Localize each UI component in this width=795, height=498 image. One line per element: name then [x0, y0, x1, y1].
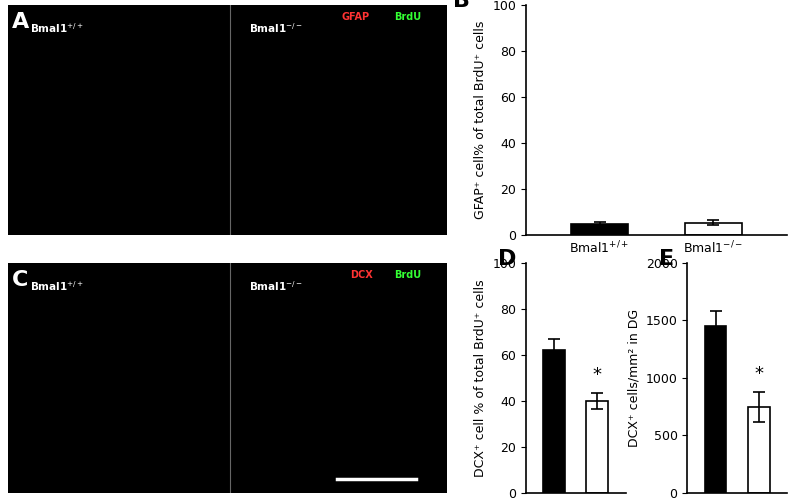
- Text: Bmal1$^{-/-}$: Bmal1$^{-/-}$: [250, 279, 304, 293]
- Text: E: E: [659, 249, 674, 269]
- Text: GFAP: GFAP: [342, 12, 370, 22]
- Bar: [587, 401, 608, 493]
- Bar: [543, 350, 564, 493]
- Bar: [684, 223, 742, 235]
- Text: A: A: [13, 12, 29, 32]
- Text: BrdU: BrdU: [394, 12, 421, 22]
- Text: Bmal1$^{+/+}$: Bmal1$^{+/+}$: [30, 279, 83, 293]
- Bar: [572, 224, 628, 235]
- Text: B: B: [452, 0, 470, 11]
- Bar: [748, 407, 770, 493]
- Text: DCX: DCX: [351, 270, 373, 280]
- Y-axis label: GFAP⁺ cell% of total BrdU⁺ cells: GFAP⁺ cell% of total BrdU⁺ cells: [474, 21, 487, 219]
- Text: D: D: [498, 249, 516, 269]
- Text: C: C: [13, 270, 29, 290]
- Bar: [704, 326, 727, 493]
- Text: *: *: [754, 365, 763, 382]
- Y-axis label: DCX⁺ cell % of total BrdU⁺ cells: DCX⁺ cell % of total BrdU⁺ cells: [474, 279, 487, 477]
- Text: Bmal1$^{+/+}$: Bmal1$^{+/+}$: [30, 21, 83, 35]
- Text: BrdU: BrdU: [394, 270, 421, 280]
- Text: *: *: [593, 366, 602, 383]
- Text: Bmal1$^{-/-}$: Bmal1$^{-/-}$: [250, 21, 304, 35]
- Y-axis label: DCX⁺ cells/mm² in DG: DCX⁺ cells/mm² in DG: [627, 309, 640, 447]
